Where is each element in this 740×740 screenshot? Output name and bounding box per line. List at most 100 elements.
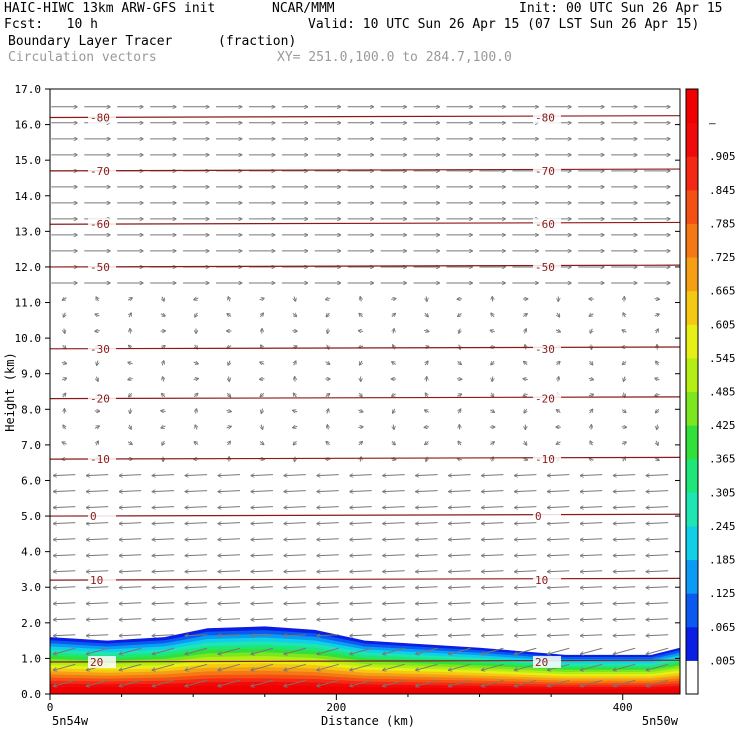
wind-vector [317, 523, 339, 524]
wind-vector [251, 663, 274, 670]
contour-label-bg [533, 392, 561, 405]
wind-vector [657, 424, 658, 430]
wind-vector [251, 523, 273, 524]
wind-vector [449, 571, 471, 572]
wind-vector [152, 603, 175, 604]
wind-vector [547, 647, 570, 654]
wind-vector [524, 408, 527, 413]
wind-vector [119, 679, 142, 686]
colorbar-swatch [686, 593, 698, 628]
wind-vector [523, 314, 527, 317]
wind-vector [424, 410, 430, 412]
wind-vector [449, 679, 471, 686]
wind-vector [161, 393, 166, 396]
wind-vector [86, 555, 109, 556]
wind-vector [383, 539, 405, 540]
temperature-contour [50, 513, 680, 517]
wind-vector [622, 361, 627, 364]
wind-vector [481, 663, 504, 670]
wind-vector [350, 555, 372, 556]
x-tick-label: 200 [326, 701, 346, 714]
temperature-contour [50, 115, 680, 119]
wind-vector [646, 647, 669, 654]
wind-vector [218, 603, 240, 604]
wind-vector [350, 475, 372, 476]
contour-label: 0 [90, 510, 97, 523]
wind-vector [613, 475, 636, 476]
colorbar-label: .785 [709, 217, 736, 230]
contour-label: -50 [535, 261, 555, 274]
wind-vector [547, 571, 570, 572]
wind-vector [416, 679, 438, 686]
wind-vector [359, 441, 363, 445]
wind-vector [449, 603, 471, 604]
wind-vector [358, 410, 363, 412]
temperature-contour [50, 396, 680, 400]
wind-vector [317, 571, 339, 572]
contour-label-bg [533, 260, 561, 273]
wind-vector [161, 411, 166, 412]
wind-vector [590, 360, 593, 365]
wind-vector [119, 619, 142, 620]
contour-label-bg [533, 655, 561, 668]
wind-vector [53, 647, 76, 654]
temperature-contour [50, 346, 680, 350]
wind-vector [86, 603, 109, 604]
wind-vector [547, 619, 570, 620]
contour-label-bg [88, 453, 116, 466]
wind-vector [284, 587, 306, 588]
wind-vector [613, 635, 636, 636]
wind-vector [383, 587, 405, 588]
wind-vector [317, 603, 339, 604]
wind-vector [295, 456, 296, 462]
wind-vector [449, 555, 471, 556]
colorbar-label: .005 [709, 654, 736, 667]
wind-vector [580, 663, 603, 670]
wind-vector [449, 539, 471, 540]
wind-vector [449, 635, 471, 636]
wind-vector [284, 679, 306, 686]
y-axis-label: Height (km) [3, 352, 17, 431]
wind-vector [152, 587, 175, 588]
wind-vector [260, 362, 265, 364]
wind-vector [359, 392, 362, 397]
wind-vector [260, 393, 265, 396]
wind-vector [185, 619, 208, 620]
wind-vector [284, 571, 306, 572]
wind-vector [185, 491, 208, 492]
field-units: (fraction) [218, 34, 297, 49]
wind-vector [86, 475, 109, 476]
wind-vector [613, 491, 636, 492]
wind-vector [284, 523, 306, 524]
wind-vector [416, 619, 438, 620]
valid-time: Valid: 10 UTC Sun 26 Apr 15 (07 LST Sun … [308, 17, 700, 32]
wind-vector [646, 619, 669, 620]
wind-vector [656, 329, 659, 334]
wind-vector [251, 571, 273, 572]
wind-vector [358, 427, 363, 428]
wind-vector [119, 663, 142, 670]
wind-vector [127, 442, 132, 444]
wind-vector [317, 539, 339, 540]
wind-vector [556, 410, 561, 413]
wind-vector [514, 491, 537, 492]
wind-vector [425, 441, 429, 444]
contour-label-bg [533, 164, 561, 177]
colorbar-swatch [686, 257, 698, 292]
wind-vector [292, 426, 298, 427]
wind-vector [580, 491, 603, 492]
wind-vector [458, 441, 461, 446]
wind-vector [294, 296, 295, 302]
wind-vector [163, 377, 164, 382]
wind-vector [655, 408, 658, 413]
contour-label-bg [88, 510, 116, 523]
wind-vector [86, 647, 109, 654]
wind-vector [481, 619, 504, 620]
colorbar-label: .065 [709, 621, 736, 634]
wind-vector [185, 647, 208, 654]
wind-vector [350, 539, 372, 540]
colorbar-swatch [686, 290, 698, 325]
contour-label: -10 [535, 453, 555, 466]
contour-label: 0 [535, 510, 542, 523]
